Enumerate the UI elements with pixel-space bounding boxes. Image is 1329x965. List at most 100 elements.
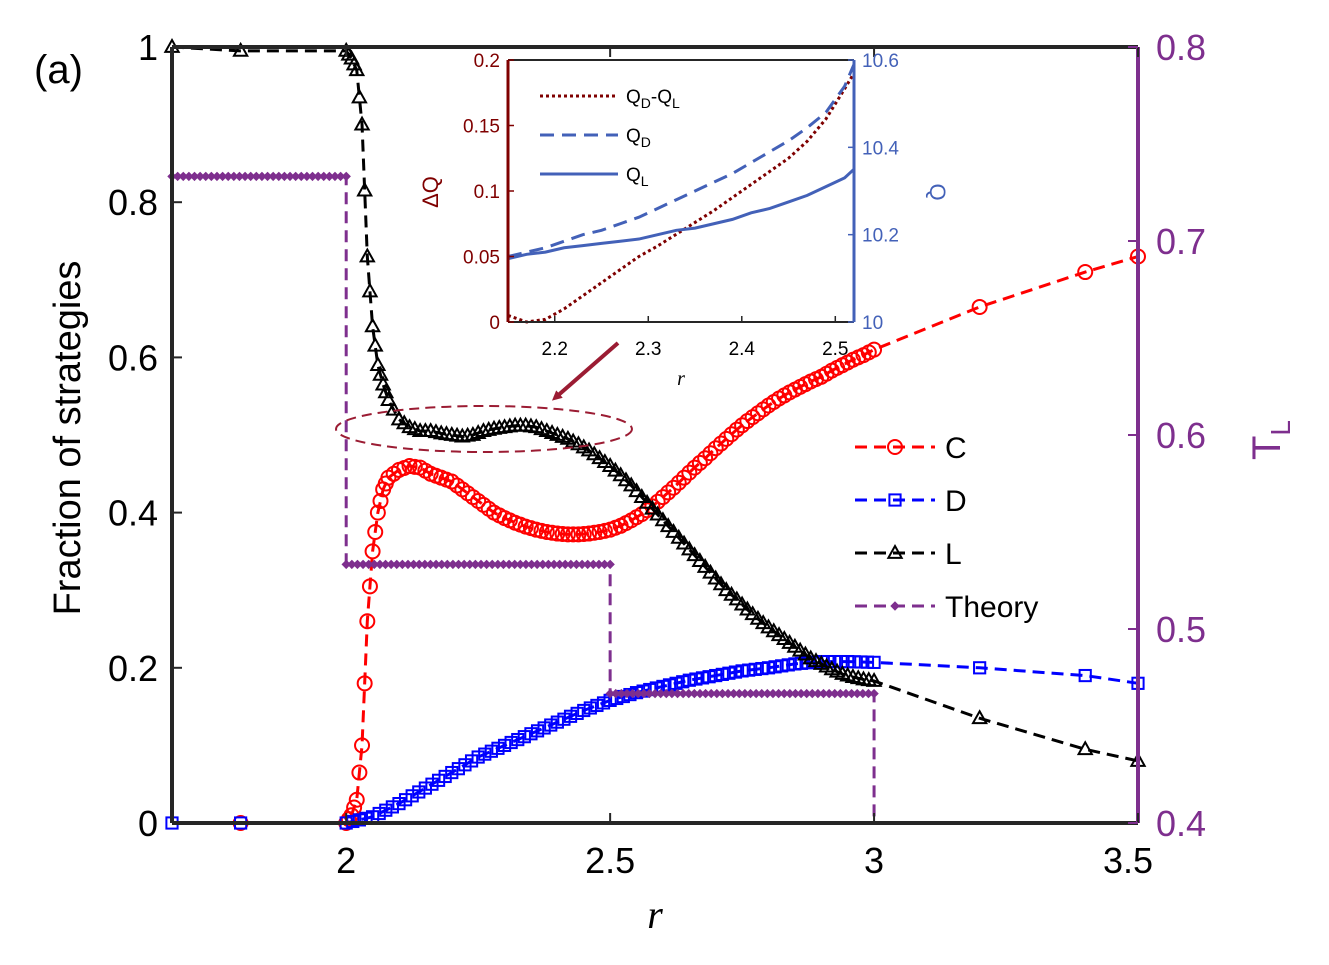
C-point-110	[971, 298, 988, 315]
L-point-34	[464, 425, 482, 441]
x-axis-label-text: r	[647, 892, 663, 937]
inset-x-tick-label-0: 2.2	[542, 339, 568, 360]
C-point-76	[691, 454, 708, 471]
L-point-11	[361, 282, 379, 298]
y-tick-label-4: 0.8	[108, 182, 158, 223]
x-tick-label-3: 3.5	[1103, 840, 1153, 881]
L-point-14	[369, 356, 387, 372]
y2-tick-label-0: 0.4	[1156, 803, 1206, 844]
series-Theory-line	[172, 174, 1138, 825]
C-point-55	[581, 525, 598, 542]
C-point-49	[549, 525, 566, 542]
C-point-50	[554, 525, 571, 542]
legend: CDL Theory	[845, 425, 1125, 630]
inset-y2-tick-label-2: 10.4	[862, 138, 899, 159]
L-point-36	[475, 422, 492, 438]
C-point-51	[559, 526, 576, 543]
x-tick-label-0: 2	[336, 840, 356, 881]
L-point-1	[232, 41, 249, 57]
legend-marker-L-point-0	[886, 543, 904, 559]
L-point-63	[617, 471, 635, 487]
L-point-72	[665, 522, 682, 538]
L-point-69	[649, 505, 666, 521]
L-point-71	[659, 517, 677, 533]
x-axis-label: r	[647, 892, 663, 937]
series-L-markers	[163, 37, 1147, 767]
D-point-84	[1078, 668, 1092, 683]
y-tick-label-5: 1	[138, 27, 158, 68]
inset-legend-label-0: QD-QL	[626, 87, 680, 111]
C-point-12	[367, 524, 384, 540]
C-point-21	[401, 458, 418, 475]
L-point-62	[612, 466, 630, 482]
L-point-13	[366, 336, 384, 352]
L-point-67	[638, 493, 656, 509]
C-point-69	[654, 489, 671, 506]
C-point-73	[676, 469, 693, 486]
C-point-74	[681, 464, 698, 481]
L-point-8	[353, 115, 371, 131]
L-point-37	[480, 420, 498, 436]
C-point-52	[565, 526, 582, 543]
inset-y-tick-label-2: 0.1	[474, 182, 500, 203]
highlight-ellipse	[335, 405, 633, 453]
y2-axis-label-main: T	[1245, 436, 1289, 460]
C-point-53	[570, 526, 587, 543]
legend-label-Theory: Theory	[945, 591, 1038, 624]
inset-y-tick-label-0: 0	[489, 313, 500, 334]
inset-legend: QD-QL QD QL	[540, 87, 680, 189]
Theory-point-79	[605, 559, 615, 570]
L-point-9	[356, 181, 374, 197]
y-tick-label-3: 0.6	[108, 337, 158, 378]
L-point-78	[696, 557, 714, 573]
inset-y-tick-label-1: 0.05	[463, 248, 500, 269]
inset-x-tick-label-3: 2.5	[822, 339, 848, 360]
inset-y-tick-label-4: 0.2	[474, 51, 500, 72]
x-tick-label-2: 3	[864, 840, 884, 881]
inset-series-Q_L	[507, 168, 856, 261]
C-point-54	[575, 525, 592, 542]
C-point-80	[712, 435, 729, 452]
C-point-48	[544, 524, 561, 541]
L-point-70	[654, 511, 672, 527]
L-point-60	[601, 456, 619, 472]
L-point-77	[691, 552, 709, 567]
y2-axis-label-sub: L	[1265, 420, 1296, 436]
C-point-5	[348, 791, 365, 808]
legend-label-C: C	[945, 432, 967, 465]
inset-x-label: r	[677, 368, 685, 390]
inset-legend-label-2: QL	[626, 165, 649, 189]
L-point-87	[744, 605, 762, 621]
L-point-79	[702, 563, 719, 579]
C-point-81	[718, 430, 735, 447]
y2-tick-label-2: 0.6	[1156, 415, 1206, 456]
inset-y-label: ΔQ	[418, 176, 443, 208]
C-point-11	[364, 543, 381, 560]
L-point-68	[644, 499, 661, 515]
inset-plot: 2.2 2.3 2.4 2.5 0 0.05 0.1 0.15 0.2 10 10.2 10.4 10.…	[418, 51, 950, 390]
L-point-83	[723, 585, 740, 601]
L-point-66	[633, 488, 651, 503]
D-point-82	[867, 655, 881, 669]
C-point-72	[670, 474, 687, 491]
L-point-75	[680, 540, 698, 556]
L-point-80	[707, 569, 725, 585]
C-point-75	[686, 459, 703, 476]
C-point-14	[372, 492, 389, 509]
inset-y-tick-label-3: 0.15	[463, 117, 500, 138]
C-point-9	[359, 613, 376, 630]
C-point-84	[734, 417, 751, 434]
L-point-86	[739, 600, 756, 616]
C-point-79	[707, 440, 724, 457]
inset-x-tick-label-2: 2.4	[729, 339, 756, 360]
y2-tick-label-4: 0.8	[1156, 27, 1206, 68]
C-point-8	[356, 675, 373, 692]
L-point-18	[380, 391, 397, 406]
L-point-110	[865, 671, 883, 687]
C-point-22	[406, 458, 423, 475]
series-D-markers	[165, 654, 1145, 830]
legend-marker-C-point-0	[887, 439, 903, 455]
inset-series-Q_D	[507, 63, 856, 258]
L-point-82	[717, 581, 735, 597]
L-point-35	[469, 424, 487, 439]
